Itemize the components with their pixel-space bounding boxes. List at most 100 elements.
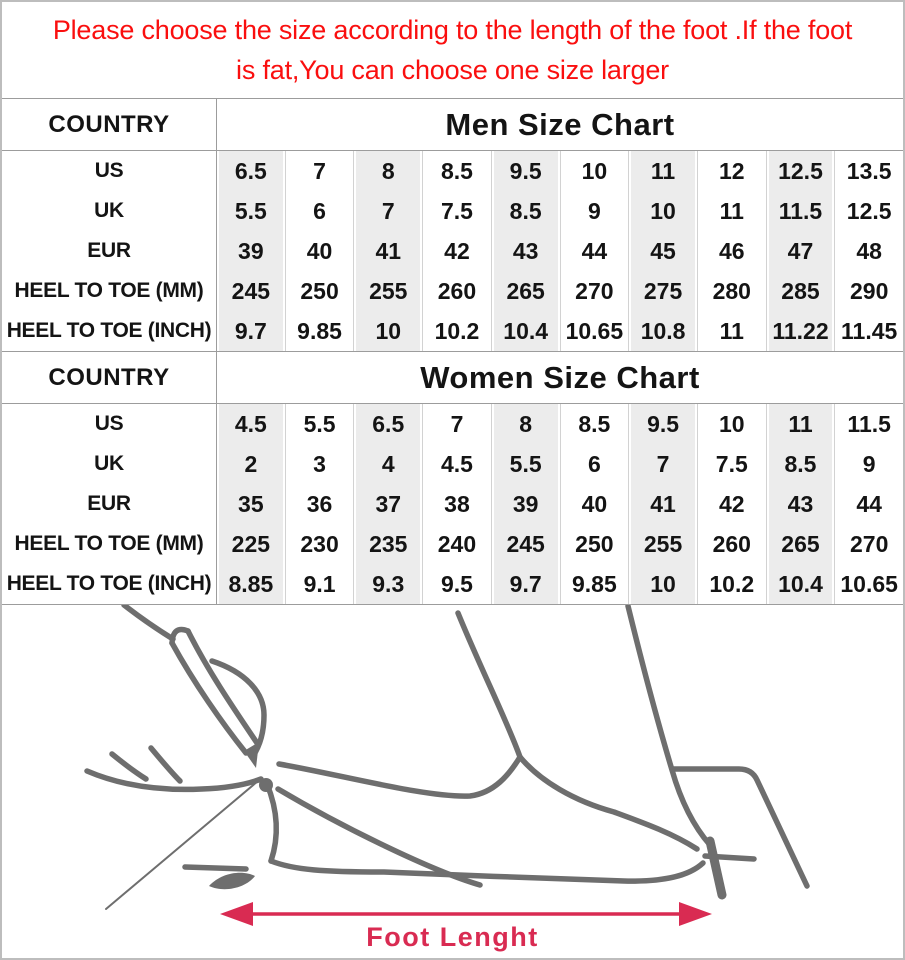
size-cell: 39 [490, 484, 560, 524]
men-size-table: COUNTRY Men Size Chart US 6.5 7 8 8.5 9.5 10 11 12… [2, 98, 903, 351]
size-cell: 45 [628, 231, 697, 271]
size-cell: 9.85 [559, 564, 629, 604]
size-cell: 11.5 [834, 404, 903, 444]
row-label: HEEL TO TOE (MM) [2, 271, 217, 311]
table-row: US 6.5 7 8 8.5 9.5 10 11 12 12.5 13.5 [2, 151, 903, 191]
size-cell: 4 [353, 444, 423, 484]
size-cell: 47 [765, 231, 835, 271]
table-row: UK 5.5 6 7 7.5 8.5 9 10 11 11.5 12.5 [2, 191, 903, 231]
row-label: EUR [2, 484, 217, 524]
size-cell: 10 [628, 191, 697, 231]
table-row: HEEL TO TOE (INCH) 9.7 9.85 10 10.2 10.4 10.65… [2, 311, 903, 351]
size-cell: 9 [559, 191, 629, 231]
size-cell: 6.5 [353, 404, 423, 444]
size-cell: 10.2 [696, 564, 766, 604]
size-cell: 8.85 [217, 564, 285, 604]
size-cell: 270 [559, 271, 629, 311]
size-cell: 265 [490, 271, 560, 311]
size-cell: 7.5 [696, 444, 766, 484]
size-cell: 42 [696, 484, 766, 524]
table-header-row: COUNTRY Men Size Chart [2, 99, 903, 151]
size-cell: 10 [559, 151, 629, 191]
row-label: HEEL TO TOE (MM) [2, 524, 217, 564]
size-cell: 5.5 [490, 444, 560, 484]
size-cell: 39 [217, 231, 285, 271]
size-cell: 5.5 [217, 191, 285, 231]
size-cell: 41 [628, 484, 697, 524]
size-cell: 250 [559, 524, 629, 564]
size-cell: 8 [490, 404, 560, 444]
size-cell: 36 [284, 484, 354, 524]
size-cell: 2 [217, 444, 285, 484]
table-row: HEEL TO TOE (INCH) 8.85 9.1 9.3 9.5 9.7 9.85 10… [2, 564, 903, 604]
size-cell: 9.1 [284, 564, 354, 604]
size-cell: 9.5 [628, 404, 697, 444]
size-cell: 37 [353, 484, 423, 524]
size-cell: 275 [628, 271, 697, 311]
size-cell: 10.4 [765, 564, 835, 604]
foot-length-arrow [220, 902, 712, 926]
size-cell: 3 [284, 444, 354, 484]
row-label: US [2, 404, 217, 444]
size-cell: 270 [834, 524, 903, 564]
wall-sketch [669, 766, 810, 889]
size-cell: 6 [559, 444, 629, 484]
size-cell: 255 [628, 524, 697, 564]
size-cell: 7 [422, 404, 491, 444]
size-cell: 9 [834, 444, 903, 484]
size-cell: 12 [696, 151, 766, 191]
foot-outline-sketch [264, 605, 757, 900]
size-cell: 46 [696, 231, 766, 271]
size-cell: 43 [765, 484, 835, 524]
table-header-row: COUNTRY Women Size Chart [2, 352, 903, 404]
size-cell: 260 [696, 524, 766, 564]
size-cell: 12.5 [834, 191, 903, 231]
table-row: UK 2 3 4 4.5 5.5 6 7 7.5 8.5 9 [2, 444, 903, 484]
size-cell: 6 [284, 191, 354, 231]
table-row: EUR 39 40 41 42 43 44 45 46 47 48 [2, 231, 903, 271]
size-cell: 245 [490, 524, 560, 564]
size-cell: 11 [628, 151, 697, 191]
size-cell: 7 [284, 151, 354, 191]
table-title: Women Size Chart [420, 359, 700, 395]
size-notice: Please choose the size according to the … [2, 2, 903, 98]
size-cell: 9.5 [422, 564, 491, 604]
row-label: HEEL TO TOE (INCH) [2, 311, 217, 351]
size-cell: 265 [765, 524, 835, 564]
women-size-table: COUNTRY Women Size Chart US 4.5 5.5 6.5 7 8 8.5 9… [2, 351, 903, 605]
size-cell: 11.45 [834, 311, 903, 351]
table-row: HEEL TO TOE (MM) 245 250 255 260 265 270 275 280… [2, 271, 903, 311]
size-cell: 8.5 [490, 191, 560, 231]
size-cell: 230 [284, 524, 354, 564]
size-cell: 260 [422, 271, 491, 311]
hand-with-pencil-sketch [84, 605, 273, 910]
size-cell: 5.5 [284, 404, 354, 444]
table-row: HEEL TO TOE (MM) 225 230 235 240 245 250 255 260… [2, 524, 903, 564]
table-row: EUR 35 36 37 38 39 40 41 42 43 44 [2, 484, 903, 524]
row-label: UK [2, 191, 217, 231]
size-cell: 12.5 [765, 151, 835, 191]
size-cell: 11.22 [765, 311, 835, 351]
size-cell: 38 [422, 484, 491, 524]
country-header: COUNTRY [2, 99, 217, 150]
row-label: US [2, 151, 217, 191]
size-cell: 40 [559, 484, 629, 524]
size-cell: 11 [765, 404, 835, 444]
size-cell: 10.65 [559, 311, 629, 351]
size-cell: 8.5 [422, 151, 491, 191]
size-cell: 9.85 [284, 311, 354, 351]
size-cell: 7 [353, 191, 423, 231]
size-cell: 10.65 [834, 564, 903, 604]
size-cell: 9.7 [217, 311, 285, 351]
size-cell: 4.5 [217, 404, 285, 444]
size-cell: 10 [353, 311, 423, 351]
size-cell: 7.5 [422, 191, 491, 231]
table-row: US 4.5 5.5 6.5 7 8 8.5 9.5 10 11 11.5 [2, 404, 903, 444]
size-cell: 8 [353, 151, 423, 191]
size-cell: 35 [217, 484, 285, 524]
size-cell: 41 [353, 231, 423, 271]
size-cell: 280 [696, 271, 766, 311]
size-cell: 44 [834, 484, 903, 524]
size-cell: 10 [696, 404, 766, 444]
